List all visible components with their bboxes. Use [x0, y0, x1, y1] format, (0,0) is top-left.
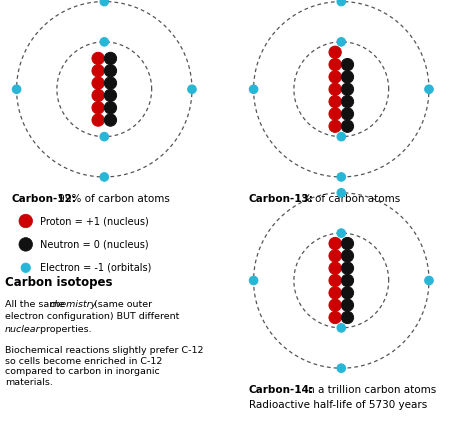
Text: Biochemical reactions slightly prefer C-12
so cells become enriched in C-12
comp: Biochemical reactions slightly prefer C-…	[5, 346, 203, 387]
Ellipse shape	[329, 83, 341, 95]
Ellipse shape	[104, 52, 117, 65]
Ellipse shape	[19, 238, 33, 251]
Ellipse shape	[188, 85, 196, 94]
Text: Carbon-12:: Carbon-12:	[12, 194, 77, 204]
Ellipse shape	[92, 114, 104, 126]
Ellipse shape	[12, 85, 21, 94]
Ellipse shape	[337, 323, 346, 332]
Ellipse shape	[341, 120, 354, 132]
Ellipse shape	[100, 173, 109, 181]
Ellipse shape	[249, 276, 258, 285]
Ellipse shape	[341, 238, 354, 250]
Ellipse shape	[104, 89, 117, 102]
Ellipse shape	[329, 108, 341, 120]
Ellipse shape	[92, 89, 104, 102]
Text: Carbon-14:: Carbon-14:	[249, 385, 314, 395]
Ellipse shape	[337, 0, 346, 6]
Ellipse shape	[92, 102, 104, 114]
Ellipse shape	[329, 46, 341, 59]
Ellipse shape	[341, 250, 354, 262]
Text: 1 in a trillion carbon atoms: 1 in a trillion carbon atoms	[292, 385, 436, 395]
Ellipse shape	[329, 250, 341, 262]
Ellipse shape	[104, 102, 117, 114]
Ellipse shape	[329, 299, 341, 311]
Text: electron configuration) BUT different: electron configuration) BUT different	[5, 312, 179, 321]
Text: Electron = -1 (orbitals): Electron = -1 (orbitals)	[40, 263, 152, 273]
Ellipse shape	[249, 85, 258, 94]
Text: Radioactive half-life of 5730 years: Radioactive half-life of 5730 years	[249, 400, 427, 410]
Ellipse shape	[341, 299, 354, 311]
Ellipse shape	[341, 311, 354, 323]
Ellipse shape	[337, 229, 346, 238]
Text: properties.: properties.	[37, 325, 91, 334]
Ellipse shape	[329, 311, 341, 323]
Ellipse shape	[100, 0, 109, 6]
Ellipse shape	[425, 85, 433, 94]
Ellipse shape	[337, 189, 346, 197]
Ellipse shape	[100, 132, 109, 141]
Ellipse shape	[92, 65, 104, 77]
Ellipse shape	[337, 173, 346, 181]
Text: Neutron = 0 (nucleus): Neutron = 0 (nucleus)	[40, 239, 149, 249]
Text: 1% of carbon atoms: 1% of carbon atoms	[292, 194, 400, 204]
Text: Carbon-13:: Carbon-13:	[249, 194, 314, 204]
Text: 99% of carbon atoms: 99% of carbon atoms	[55, 194, 169, 204]
Ellipse shape	[100, 37, 109, 46]
Ellipse shape	[425, 276, 433, 285]
Ellipse shape	[21, 263, 30, 272]
Ellipse shape	[19, 214, 33, 228]
Text: (same outer: (same outer	[88, 300, 152, 309]
Text: Proton = +1 (nucleus): Proton = +1 (nucleus)	[40, 216, 149, 226]
Ellipse shape	[329, 286, 341, 299]
Ellipse shape	[337, 37, 346, 46]
Ellipse shape	[104, 65, 117, 77]
Ellipse shape	[329, 120, 341, 132]
Ellipse shape	[341, 71, 354, 83]
Ellipse shape	[92, 77, 104, 89]
Ellipse shape	[92, 52, 104, 65]
Ellipse shape	[104, 114, 117, 126]
Ellipse shape	[329, 95, 341, 108]
Ellipse shape	[341, 59, 354, 71]
Ellipse shape	[341, 95, 354, 108]
Ellipse shape	[341, 83, 354, 95]
Ellipse shape	[341, 108, 354, 120]
Text: nuclear: nuclear	[5, 325, 40, 334]
Ellipse shape	[104, 77, 117, 89]
Ellipse shape	[341, 275, 354, 286]
Ellipse shape	[329, 262, 341, 275]
Ellipse shape	[337, 364, 346, 372]
Ellipse shape	[329, 238, 341, 250]
Text: All the same: All the same	[5, 300, 67, 309]
Ellipse shape	[337, 132, 346, 141]
Ellipse shape	[341, 286, 354, 299]
Ellipse shape	[329, 59, 341, 71]
Text: Carbon isotopes: Carbon isotopes	[5, 276, 112, 289]
Text: chemistry: chemistry	[50, 300, 97, 309]
Ellipse shape	[341, 262, 354, 275]
Ellipse shape	[329, 71, 341, 83]
Ellipse shape	[329, 275, 341, 286]
